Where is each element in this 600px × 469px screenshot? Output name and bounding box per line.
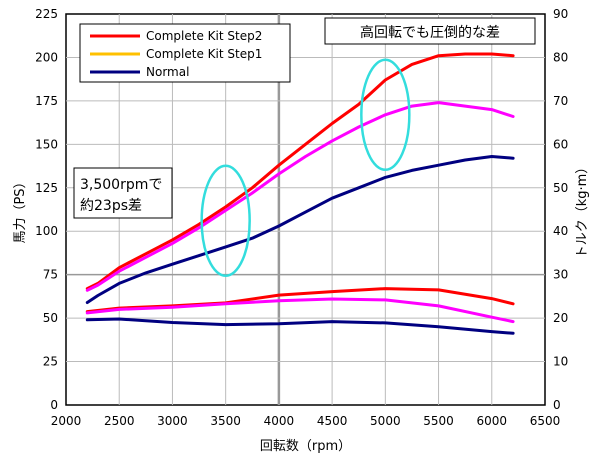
series-line-1-left [85,101,515,292]
legend: Complete Kit Step2 Complete Kit Step1 No… [79,23,291,83]
series-line-2-left [85,155,515,304]
x-tick-label-5500: 5500 [423,414,454,428]
y-tick-label-175: 175 [35,94,58,108]
series-line-4-right [85,297,515,324]
y2-tick-label-10: 10 [553,355,568,369]
y-axis-ticks: 0 25 50 75 100 125 150 175 200 225 [35,7,58,412]
y-tick-label-50: 50 [43,311,58,325]
y2-tick-label-60: 60 [553,137,568,151]
annotation-top-right-box [324,17,536,45]
highlight-ring-2 [360,58,411,172]
y2-tick-label-80: 80 [553,50,568,64]
annotation-top-right-text: 高回転でも圧倒的な差 [360,24,500,41]
y-tick-label-200: 200 [35,50,58,64]
y2-axis-label: トルク（kg·m） [575,161,590,259]
y2-tick-label-50: 50 [553,181,568,195]
y-tick-label-75: 75 [43,268,58,282]
x-axis-label: 回転数（rpm） [260,439,351,454]
x-tick-label-4500: 4500 [317,414,348,428]
x-tick-label-6500: 6500 [530,414,561,428]
highlight-ring-1 [200,164,251,278]
y-tick-label-125: 125 [35,181,58,195]
legend-label-step2: Complete Kit Step2 [146,29,262,43]
y-tick-label-225: 225 [35,7,58,21]
legend-label-step1: Complete Kit Step1 [146,47,262,61]
annotation-left-line1: 3,500rpmで [80,177,162,193]
x-tick-label-3500: 3500 [210,414,241,428]
y2-tick-label-30: 30 [553,268,568,282]
y2-tick-label-0: 0 [553,398,561,412]
y-axis-label: 馬力（PS） [13,175,28,243]
x-tick-label-2000: 2000 [51,414,82,428]
y2-tick-label-70: 70 [553,94,568,108]
x-tick-label-3000: 3000 [157,414,188,428]
annotation-left-box [73,167,173,219]
series-line-5-right [85,317,515,335]
annotation-left: 3,500rpmで 約23ps差 [73,167,173,219]
y-tick-label-100: 100 [35,224,58,238]
y2-tick-label-20: 20 [553,311,568,325]
y-tick-label-150: 150 [35,137,58,151]
highlight-rings [200,58,411,278]
y2-tick-label-90: 90 [553,7,568,21]
series-lines [85,52,515,335]
annotation-top-right: 高回転でも圧倒的な差 [324,17,536,45]
x-axis-ticks: 2000 2500 3000 3500 4000 4500 5000 5500 6000 6500 [51,414,561,428]
legend-label-normal: Normal [146,65,189,79]
series-line-0-left [85,52,515,291]
y2-tick-label-40: 40 [553,224,568,238]
x-tick-label-2500: 2500 [104,414,135,428]
annotation-left-line2: 約23ps差 [80,198,142,214]
y-tick-label-0: 0 [50,398,58,412]
y2-axis-ticks: 0 10 20 30 40 50 60 70 80 90 [553,7,568,412]
x-tick-label-6000: 6000 [477,414,508,428]
y-tick-label-25: 25 [43,355,58,369]
x-tick-label-5000: 5000 [370,414,401,428]
x-tick-label-4000: 4000 [264,414,295,428]
